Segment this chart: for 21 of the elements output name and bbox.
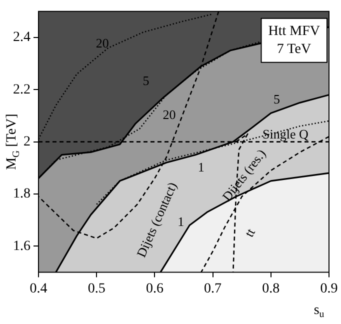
x-tick-label: 0.5	[88, 281, 106, 296]
annotation: 5	[273, 91, 280, 106]
x-tick-label: 0.7	[204, 281, 222, 296]
annotation: tt	[241, 226, 258, 240]
y-tick-label: 2.4	[13, 30, 30, 46]
x-tick-label: 0.8	[262, 281, 280, 296]
x-tick-label: 0.9	[320, 281, 338, 296]
y-tick-label: 1.8	[13, 186, 30, 202]
y-tick-label: 2	[24, 134, 30, 150]
y-tick-label: 1.6	[13, 238, 30, 254]
x-tick-label: 0.4	[30, 281, 48, 296]
annotation: 1	[198, 159, 204, 174]
annotation: 5	[142, 73, 150, 88]
y-tick-label: 2.2	[13, 82, 30, 98]
x-tick-label: 0.6	[146, 281, 164, 296]
annotation: Single Q	[262, 126, 309, 142]
annotation: Htt MFV 7 TeV	[268, 24, 320, 58]
annotation: 1	[178, 214, 184, 230]
annotation: 20	[162, 107, 176, 122]
y-axis-title: MG [TeV]	[4, 114, 22, 170]
annotation: 20	[96, 35, 109, 50]
